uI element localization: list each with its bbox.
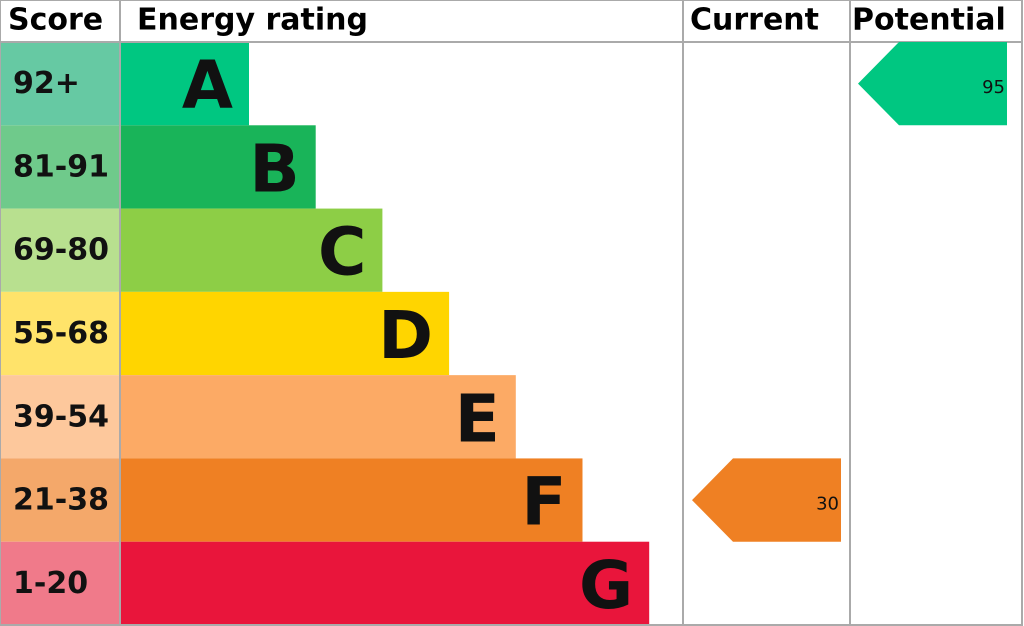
score-cell [0,291,120,376]
score-label: 55-68 [13,316,109,351]
current-arrow [692,458,841,542]
score-cell [0,458,120,542]
current-value: 30 [816,494,839,515]
rating-bar [120,208,383,292]
score-label: 1-20 [13,566,88,601]
band-letter: E [455,380,500,457]
header-rating: Energy rating [137,3,368,38]
band-letter: F [521,464,566,541]
score-label: 92+ [13,66,80,101]
score-cell [0,42,120,126]
rating-bar [120,458,583,542]
potential-arrow [858,42,1007,126]
rating-bar [120,125,316,209]
rating-bar [120,42,249,126]
header-current: Current [690,3,819,38]
score-cell [0,541,120,625]
score-label: 81-91 [13,149,109,184]
band-letter: A [182,47,233,124]
rating-bar [120,541,650,625]
score-cell [0,125,120,209]
band-letter: D [378,297,433,374]
band-letter: C [318,214,366,291]
score-cell [0,208,120,292]
band-letter: G [579,547,633,624]
band-letter: B [249,130,299,207]
potential-value: 95 [982,77,1005,98]
score-label: 21-38 [13,483,109,518]
rating-bar [120,375,516,459]
rating-bar [120,291,450,376]
score-label: 69-80 [13,233,109,268]
score-label: 39-54 [13,399,109,434]
score-cell [0,375,120,459]
header-score: Score [8,3,103,38]
header-potential: Potential [852,3,1006,38]
